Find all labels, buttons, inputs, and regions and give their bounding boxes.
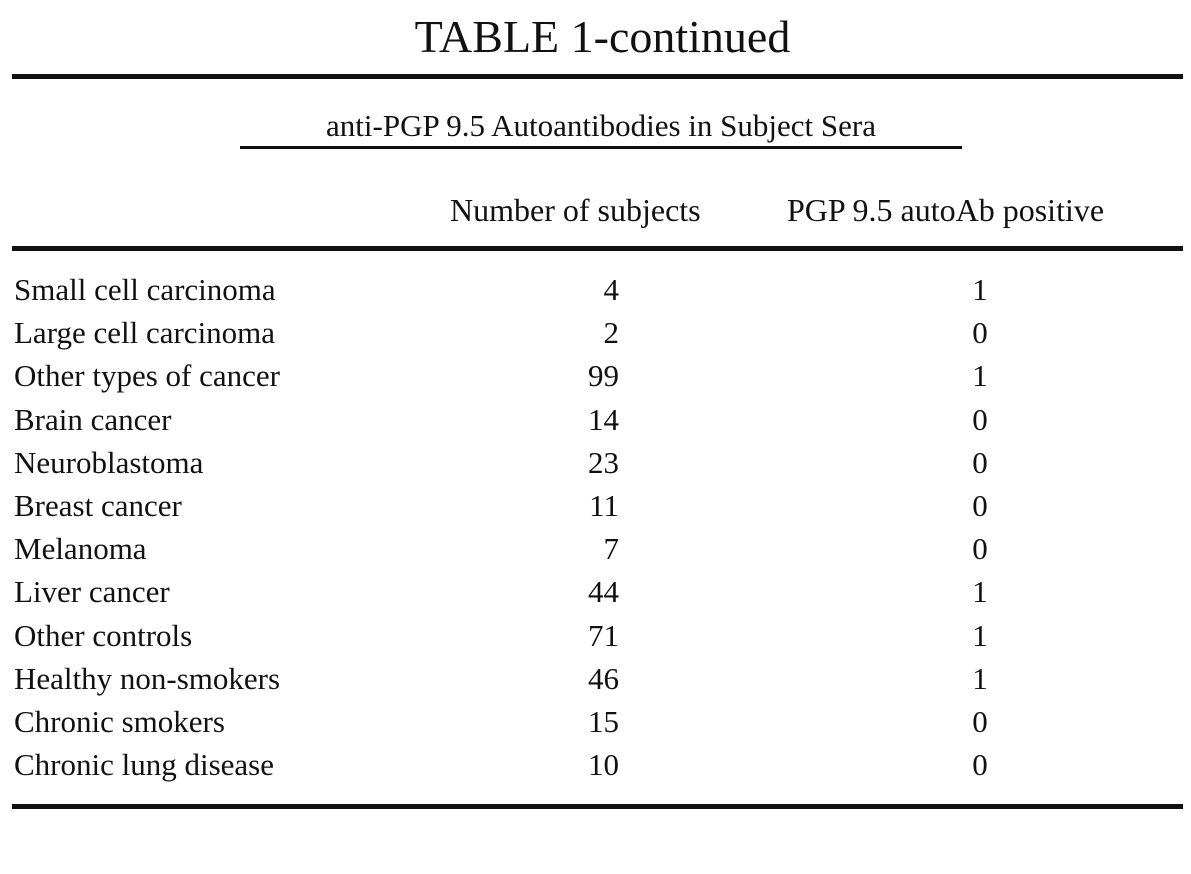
column-header: PGP 9.5 autoAb positive: [787, 192, 1104, 229]
row-label: Chronic smokers: [14, 704, 225, 740]
row-label: Breast cancer: [14, 488, 182, 524]
row-label: Other types of cancer: [14, 358, 280, 394]
row-label: Large cell carcinoma: [14, 315, 275, 351]
cell-value: 2: [604, 315, 620, 351]
cell-value: 10: [588, 747, 619, 783]
rule: [12, 804, 1183, 809]
table-title: TABLE 1-continued: [0, 10, 1191, 63]
cell-value: 1: [950, 618, 1010, 654]
row-label: Chronic lung disease: [14, 747, 274, 783]
cell-value: 0: [950, 747, 1010, 783]
cell-value: 4: [604, 272, 620, 308]
row-label: Melanoma: [14, 531, 147, 567]
row-label: Healthy non-smokers: [14, 661, 280, 697]
cell-value: 11: [589, 488, 619, 524]
row-label: Small cell carcinoma: [14, 272, 276, 308]
cell-value: 46: [588, 661, 619, 697]
cell-value: 0: [950, 402, 1010, 438]
row-label: Neuroblastoma: [14, 445, 203, 481]
cell-value: 1: [950, 574, 1010, 610]
row-label: Other controls: [14, 618, 192, 654]
cell-value: 0: [950, 704, 1010, 740]
cell-value: 0: [950, 445, 1010, 481]
cell-value: 0: [950, 315, 1010, 351]
cell-value: 7: [604, 531, 620, 567]
cell-value: 0: [950, 531, 1010, 567]
cell-value: 71: [588, 618, 619, 654]
cell-value: 23: [588, 445, 619, 481]
cell-value: 44: [588, 574, 619, 610]
table-subtitle: anti-PGP 9.5 Autoantibodies in Subject S…: [240, 108, 962, 149]
cell-value: 99: [588, 358, 619, 394]
cell-value: 0: [950, 488, 1010, 524]
cell-value: 1: [950, 661, 1010, 697]
cell-value: 1: [950, 272, 1010, 308]
row-label: Brain cancer: [14, 402, 171, 438]
rule: [12, 246, 1183, 251]
rule: [12, 74, 1183, 79]
cell-value: 1: [950, 358, 1010, 394]
cell-value: 15: [588, 704, 619, 740]
cell-value: 14: [588, 402, 619, 438]
column-header: Number of subjects: [450, 192, 701, 229]
row-label: Liver cancer: [14, 574, 170, 610]
